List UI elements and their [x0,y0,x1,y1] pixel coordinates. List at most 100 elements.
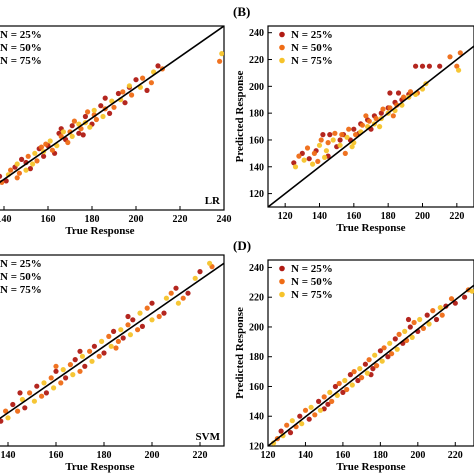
data-point [364,370,370,376]
data-point [346,126,352,132]
legend-marker [279,265,285,272]
x-tick-label: 140 [298,450,313,461]
data-point [366,357,372,363]
data-point [437,63,443,69]
data-point [380,106,386,112]
x-axis-title: True Response [336,461,405,473]
y-tick-label: 180 [249,109,264,120]
legend-label: N = 50% [0,42,42,54]
data-point [19,396,25,403]
data-point [363,113,369,119]
data-point [80,132,86,138]
legend-label: N = 25% [291,29,333,41]
legend-label: N = 50% [0,271,42,283]
data-point [48,375,54,381]
y-tick-label: 240 [249,263,264,274]
data-point [219,51,224,57]
x-tick-label: 160 [41,214,56,225]
legend-label: N = 75% [291,289,333,301]
data-point [411,319,417,326]
data-point [405,316,412,323]
y-tick-label: 120 [249,442,264,453]
data-point [156,313,162,320]
x-tick-label: 180 [381,211,396,222]
data-point [32,150,38,156]
data-point [65,139,71,146]
x-tick-label: 180 [373,450,388,461]
data-point [101,350,107,356]
y-tick-label: 140 [249,162,264,173]
data-point [385,354,391,360]
data-point [312,412,318,418]
data-point [34,383,40,389]
data-point [320,132,326,138]
data-point [387,340,393,346]
data-point [155,63,161,69]
data-point [82,363,88,369]
data-point [69,123,75,129]
y-tick-label: 220 [249,55,264,66]
x-tick-label: 200 [410,450,425,461]
data-point [148,80,154,86]
data-point [374,363,380,369]
data-point [315,158,321,164]
data-point [366,118,372,124]
x-axis-title: True Response [65,461,134,473]
data-point [377,124,383,130]
data-point [115,90,121,97]
data-point [370,366,376,372]
plot-frame [267,25,474,208]
data-point [99,338,105,344]
panel-label: (D) [233,238,251,253]
panel-label: (B) [233,4,250,19]
data-point [457,50,463,56]
data-point [306,156,312,162]
data-point [344,134,350,140]
y-tick-label: 200 [249,322,264,333]
data-point [122,100,128,106]
data-point [23,167,29,173]
plot-area [268,45,474,207]
data-point [278,428,284,434]
data-point [14,175,20,181]
reference-line [0,26,224,184]
data-point [29,161,36,167]
data-point [120,335,126,341]
x-tick-label: 200 [129,214,144,225]
data-point [39,393,45,399]
data-point [327,132,333,138]
y-tick-label: 180 [249,352,264,363]
data-point [100,113,106,120]
data-point [377,348,383,354]
chart-panel-a: 140 160 180 200 220 240 True Response LR N = 25%… [0,25,232,237]
data-point [304,145,311,151]
data-point [87,348,93,354]
data-point [15,408,21,414]
data-point [316,398,322,404]
x-tick-label: 120 [261,450,276,461]
x-tick-label: 220 [449,211,464,222]
data-point [197,269,203,275]
data-point [77,348,83,354]
data-point [306,416,312,422]
chart-panel-b: 120 140 160 180 200 220 120 140 160 180 200 220 240 T… [233,4,474,234]
data-point [323,148,329,154]
data-point [120,89,126,95]
data-point [41,380,47,386]
data-point [163,295,169,301]
data-point [318,137,324,143]
data-point [289,418,295,424]
data-point [107,110,113,116]
y-tick-label: 220 [249,293,264,304]
y-tick-label: 140 [249,412,264,423]
legend-label: N = 50% [291,276,333,288]
data-point [43,141,49,147]
data-point [125,322,131,328]
data-point [137,310,143,316]
data-point [135,327,141,333]
data-point [34,158,40,164]
data-point [299,421,305,427]
data-point [49,147,56,153]
data-point [72,357,78,363]
